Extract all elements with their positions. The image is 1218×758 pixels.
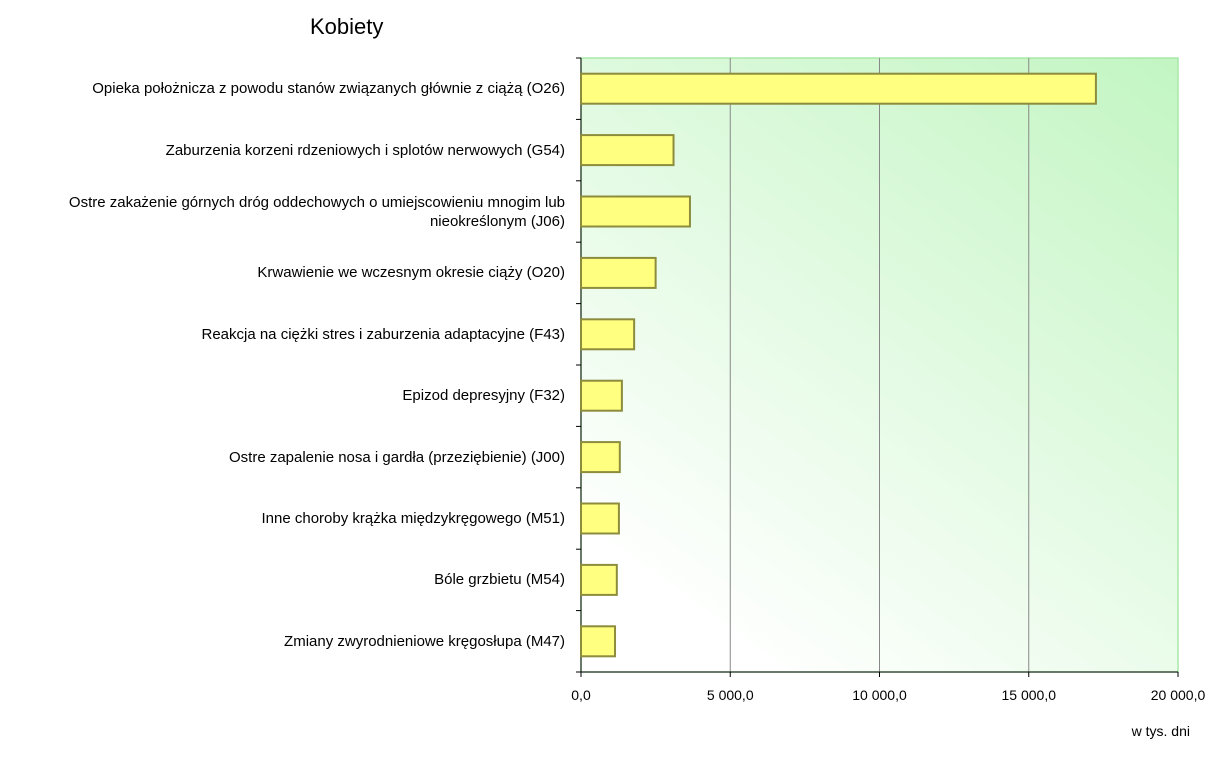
chart-title: Kobiety <box>310 14 384 39</box>
bar <box>580 625 617 658</box>
y-tick-label: Ostre zapalenie nosa i gardła (przeziębi… <box>228 448 565 466</box>
y-tick-label: Zaburzenia korzeni rdzeniowych i splotów… <box>165 141 565 159</box>
bar <box>580 195 691 228</box>
x-tick-label: 10 000,0 <box>852 687 907 703</box>
y-tick-label: Epizod depresyjny (F32) <box>402 387 565 405</box>
x-tick-label: 20 000,0 <box>1150 687 1206 703</box>
y-tick-label: Ostre zakażenie górnych dróg oddechowych… <box>68 193 565 230</box>
bar <box>580 134 675 167</box>
y-tick-label: Bóle grzbietu (M54) <box>434 571 565 589</box>
x-tick-label: 5 000,0 <box>706 687 754 703</box>
bar <box>580 379 623 412</box>
y-tick-label: Krwawienie we wczesnym okresie ciąży (O2… <box>257 264 565 282</box>
bar <box>580 256 657 289</box>
y-tick-label: Inne choroby krążka międzykręgowego (M51… <box>261 510 565 527</box>
x-tick-label: 0,0 <box>571 687 591 703</box>
bar <box>580 502 620 535</box>
y-tick-label: Reakcja na ciężki stres i zaburzenia ada… <box>201 325 565 343</box>
bar <box>580 563 618 596</box>
x-tick-label: 15 000,0 <box>1001 687 1057 703</box>
y-tick-label: Opieka położnicza z powodu stanów związa… <box>92 80 565 98</box>
bar <box>580 72 1097 105</box>
bar <box>580 441 621 474</box>
bar <box>580 318 636 351</box>
y-tick-label: Zmiany zwyrodnieniowe kręgosłupa (M47) <box>284 632 565 650</box>
x-axis-label: w tys. dni <box>1131 723 1190 739</box>
